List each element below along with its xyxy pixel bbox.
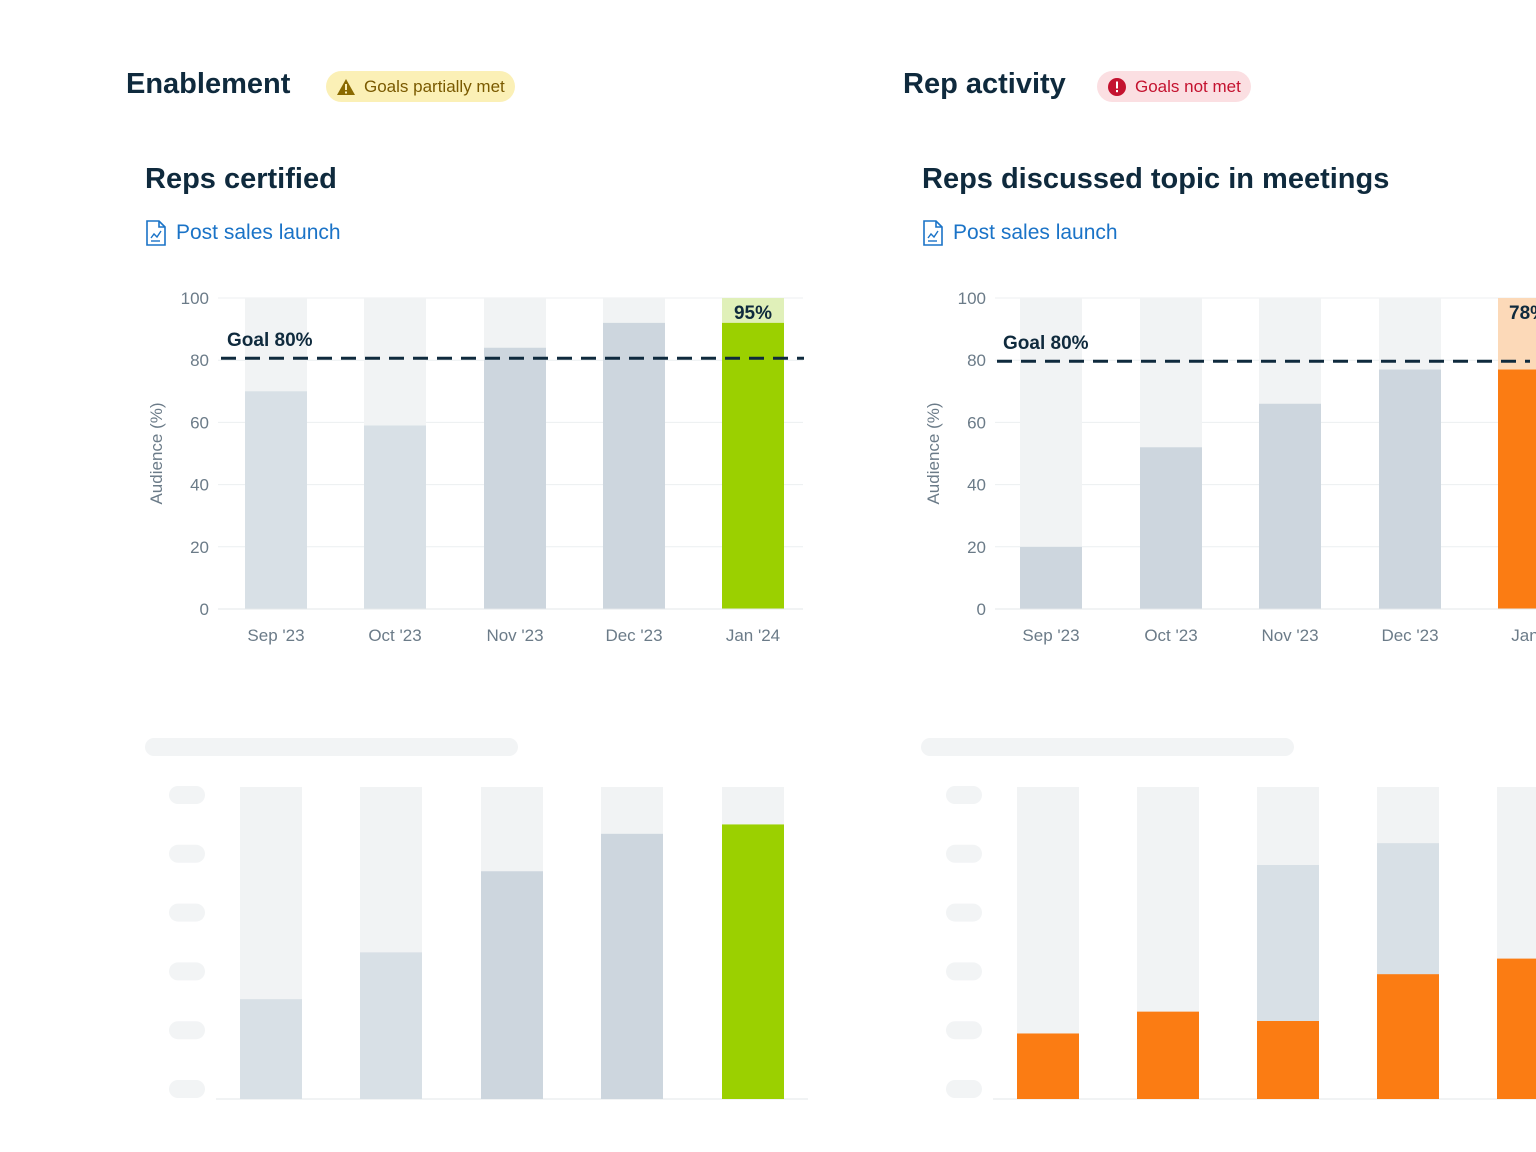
status-badge-label: Goals partially met: [364, 76, 505, 96]
x-tick-label: Nov '23: [486, 626, 543, 645]
x-tick-label: Oct '23: [1144, 626, 1197, 645]
bar: [245, 391, 307, 609]
x-tick-label: Dec '23: [1381, 626, 1438, 645]
bar: [364, 425, 426, 609]
section-title-rep-activity: Rep activity: [903, 68, 1066, 100]
y-axis-label: Audience (%): [147, 402, 166, 504]
bar: [1498, 369, 1536, 609]
x-tick-label: Dec '23: [605, 626, 662, 645]
bar: [722, 824, 784, 1099]
bar: [481, 871, 543, 1099]
skeleton-tick: [169, 903, 205, 922]
status-badge-partial: Goals partially met: [326, 71, 515, 102]
y-tick-label: 100: [958, 289, 986, 308]
y-tick-label: 20: [190, 538, 209, 557]
bar: [603, 322, 665, 609]
y-tick-label: 20: [967, 538, 986, 557]
skeleton-tick: [169, 844, 205, 863]
skeleton-tick: [946, 1021, 982, 1040]
bar: [1259, 403, 1321, 609]
placeholder-chart-left: [169, 786, 808, 1100]
card-title: Reps certified: [145, 163, 337, 195]
bar: [1377, 974, 1439, 1099]
topic-link-label: Post sales launch: [176, 221, 341, 244]
y-tick-label: 60: [190, 413, 209, 432]
bar: [1137, 1011, 1199, 1099]
skeleton-tick: [946, 1080, 982, 1098]
bar: [240, 999, 302, 1099]
goal-label: Goal 80%: [227, 330, 313, 351]
skeleton-tick: [946, 844, 982, 863]
y-tick-label: 80: [967, 351, 986, 370]
warning-triangle-icon: [336, 77, 356, 97]
x-tick-label: Sep '23: [247, 626, 304, 645]
x-tick-label: Sep '23: [1022, 626, 1079, 645]
skeleton-tick: [946, 786, 982, 804]
bar: [1379, 369, 1441, 609]
y-tick-label: 80: [190, 351, 209, 370]
goal-label: Goal 80%: [1003, 333, 1089, 354]
status-badge-not-met: Goals not met: [1097, 71, 1251, 102]
y-tick-label: 40: [190, 476, 209, 495]
x-tick-label: Nov '23: [1261, 626, 1318, 645]
topic-link-label: Post sales launch: [953, 221, 1118, 244]
highlight-data-label: 78%: [1509, 303, 1536, 324]
skeleton-title: [145, 738, 518, 756]
reps-certified-chart: 0 20 40 60 80 100 Audience (%) Sep '23 Oct '23 No…: [147, 289, 804, 645]
bar: [722, 322, 784, 609]
y-tick-label: 60: [967, 413, 986, 432]
card-title: Reps discussed topic in meetings: [922, 163, 1390, 195]
skeleton-tick: [169, 962, 205, 981]
document-icon: [145, 220, 167, 246]
skeleton-tick: [169, 786, 205, 804]
bar: [360, 952, 422, 1099]
skeleton-tick: [946, 903, 982, 922]
document-icon: [922, 220, 944, 246]
bar: [1140, 447, 1202, 609]
skeleton-tick: [169, 1080, 205, 1098]
bar: [601, 833, 663, 1099]
x-tick-label: Jan '24: [726, 626, 780, 645]
section-title-enablement: Enablement: [126, 68, 291, 100]
topic-link[interactable]: Post sales launch: [922, 220, 1118, 246]
error-circle-icon: [1107, 77, 1127, 97]
bar: [1017, 1033, 1079, 1099]
highlight-data-label: 95%: [734, 303, 772, 324]
y-tick-label: 0: [200, 600, 209, 619]
topic-link[interactable]: Post sales launch: [145, 220, 341, 246]
x-tick-label: Oct '23: [368, 626, 421, 645]
reps-discussed-chart: 0 20 40 60 80 100 Audience (%) Sep '23 Oct '23 No…: [924, 289, 1536, 645]
bar: [1497, 958, 1536, 1099]
status-badge-label: Goals not met: [1135, 76, 1241, 96]
skeleton-title: [921, 738, 1294, 756]
y-tick-label: 0: [977, 600, 986, 619]
x-tick-label: Jan ': [1511, 626, 1536, 645]
y-axis-label: Audience (%): [924, 402, 943, 504]
bar: [484, 347, 546, 609]
y-tick-label: 40: [967, 476, 986, 495]
skeleton-tick: [946, 962, 982, 981]
y-tick-label: 100: [181, 289, 209, 308]
bar: [1257, 1021, 1319, 1099]
skeleton-tick: [169, 1021, 205, 1040]
bar: [1020, 546, 1082, 609]
